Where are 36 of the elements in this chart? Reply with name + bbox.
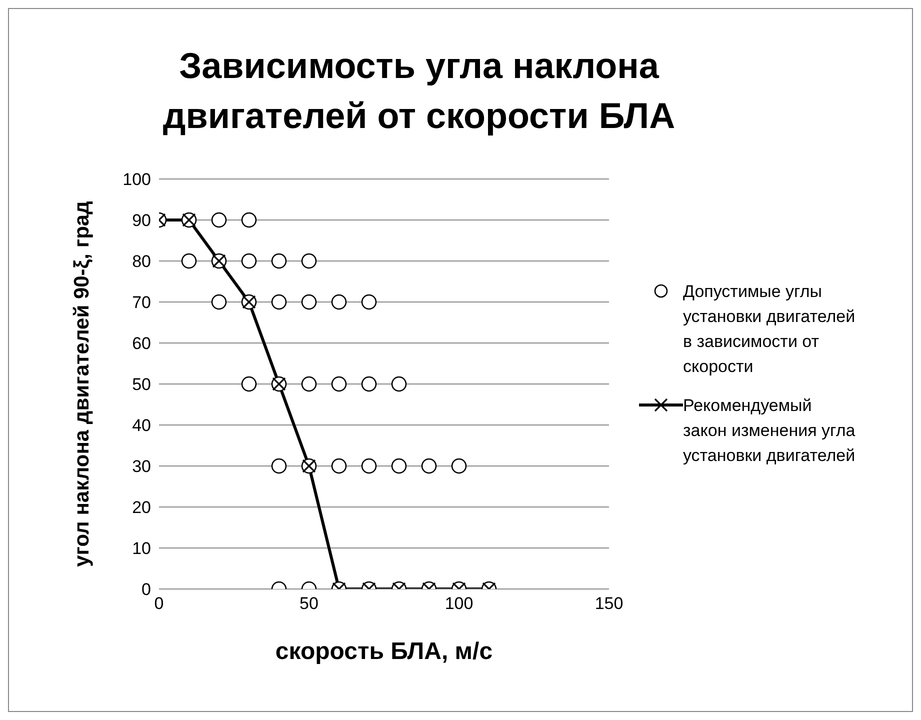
- point: [241, 253, 257, 269]
- y-axis-title: угол наклона двигателей 90-ξ, град: [70, 201, 94, 567]
- point: [211, 294, 227, 310]
- y-tick-label: 70: [132, 293, 151, 312]
- y-tick-label: 50: [132, 375, 151, 394]
- point: [181, 253, 197, 269]
- y-tick-label: 90: [132, 211, 151, 230]
- point: [391, 376, 407, 392]
- x-axis-title: скорость БЛА, м/с: [275, 638, 493, 665]
- x-tick-label: 50: [300, 594, 318, 614]
- y-tick-label: 10: [132, 539, 151, 558]
- y-tick-label: 30: [132, 457, 151, 476]
- y-tick-label: 0: [142, 580, 151, 600]
- point: [361, 294, 377, 310]
- y-tick-label: 80: [132, 252, 151, 272]
- chart-title: Зависимость угла наклона двигателей от скорости БЛА: [162, 44, 676, 138]
- x-tick-label: 0: [154, 594, 164, 614]
- y-tick-label: 60: [132, 334, 151, 354]
- legend-label: Допустимые углы установки двигателей в зависимости от скорости: [683, 281, 856, 378]
- point: [271, 294, 287, 310]
- y-tick-label: 40: [132, 416, 151, 436]
- point: [301, 376, 317, 392]
- point: [271, 253, 287, 269]
- point: [361, 376, 377, 392]
- point: [211, 212, 227, 228]
- point: [301, 253, 317, 269]
- point: [331, 376, 347, 392]
- y-tick-label: 20: [132, 498, 151, 518]
- point: [241, 212, 257, 228]
- y-tick-label: 100: [122, 170, 151, 190]
- point: [331, 294, 347, 310]
- point: [301, 294, 317, 310]
- point: [241, 376, 257, 392]
- x-tick-label: 100: [444, 594, 474, 614]
- legend-label: Рекомендуемый закон изменения угла установки двигателей: [683, 395, 856, 467]
- x-tick-label: 150: [594, 594, 624, 614]
